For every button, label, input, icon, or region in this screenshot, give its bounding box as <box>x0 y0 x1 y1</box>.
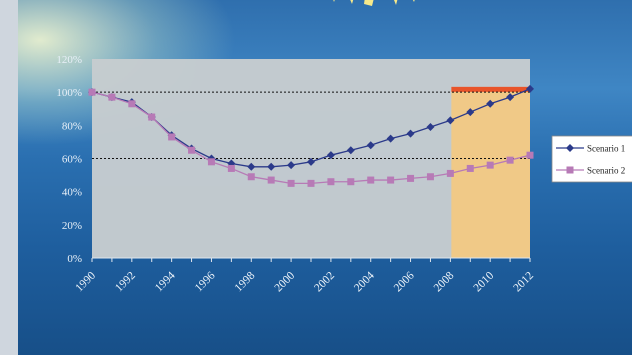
legend-marker <box>566 166 574 174</box>
data-point <box>407 174 415 182</box>
data-point <box>247 173 255 181</box>
highlight-region <box>451 86 530 258</box>
data-point <box>446 169 454 177</box>
x-tick-label: 2002 <box>312 269 337 294</box>
legend-marker <box>566 144 574 152</box>
data-point <box>207 158 215 166</box>
data-point <box>506 156 514 164</box>
data-point <box>327 178 335 186</box>
y-tick-label: 120% <box>56 54 82 66</box>
data-point <box>466 108 475 117</box>
legend: Scenario 1 Scenario 2 <box>551 135 632 183</box>
data-point <box>267 162 276 171</box>
x-tick-label: 2012 <box>511 269 536 294</box>
x-tick-label: 1996 <box>193 269 218 294</box>
data-point <box>486 161 494 169</box>
legend-label: Scenario 1 <box>587 144 625 154</box>
data-point <box>387 176 395 184</box>
data-point <box>426 122 435 131</box>
data-point <box>148 113 156 121</box>
data-point <box>247 162 256 171</box>
highlight-top-band <box>451 86 530 92</box>
data-point <box>386 134 395 143</box>
y-tick-label: 80% <box>62 120 82 132</box>
y-tick-label: 20% <box>62 220 82 232</box>
x-tick-label: 2004 <box>352 269 377 294</box>
x-tick-label: 2008 <box>432 269 457 294</box>
data-point <box>88 88 96 96</box>
data-point <box>406 129 415 138</box>
y-tick-label: 40% <box>62 187 82 199</box>
data-point <box>168 133 176 141</box>
x-tick-label: 1994 <box>153 269 178 294</box>
data-point <box>426 173 434 181</box>
data-point <box>227 164 235 172</box>
data-point <box>367 176 375 184</box>
data-point <box>347 178 355 186</box>
x-tick-label: 2000 <box>272 269 297 294</box>
y-tick-label: 0% <box>67 253 82 265</box>
data-point <box>526 84 534 93</box>
title-fragment <box>333 0 415 6</box>
data-point <box>307 179 315 187</box>
x-tick-label: 1998 <box>233 269 258 294</box>
data-point <box>446 116 455 125</box>
y-axis-ticks: 0% 20% 40% 60% 80% 100% 120% <box>56 54 82 265</box>
highlight-fill <box>451 88 530 258</box>
data-point <box>267 176 275 184</box>
data-point <box>108 93 116 101</box>
data-point <box>128 100 136 108</box>
data-point <box>287 179 295 187</box>
data-point <box>366 141 375 150</box>
legend-box <box>551 135 632 183</box>
legend-label: Scenario 2 <box>587 166 625 176</box>
x-axis-ticks: 1990 1992 1994 1996 1998 2000 2002 2004 2006 2008… <box>73 257 536 294</box>
x-tick-label: 2006 <box>392 269 417 294</box>
data-point <box>287 161 296 170</box>
data-point <box>486 99 495 108</box>
data-point <box>506 93 515 102</box>
data-point <box>188 146 196 154</box>
x-tick-label: 1992 <box>113 269 138 294</box>
reference-lines <box>92 91 530 159</box>
data-point <box>526 151 534 159</box>
y-tick-label: 100% <box>56 87 82 99</box>
data-point <box>326 151 335 160</box>
x-tick-label: 1990 <box>73 269 98 294</box>
y-tick-label: 60% <box>62 154 82 166</box>
series-group <box>88 84 534 187</box>
x-tick-label: 2010 <box>472 269 497 294</box>
data-point <box>346 146 355 155</box>
data-point <box>307 157 315 166</box>
left-frame <box>0 0 18 355</box>
data-point <box>466 164 474 172</box>
